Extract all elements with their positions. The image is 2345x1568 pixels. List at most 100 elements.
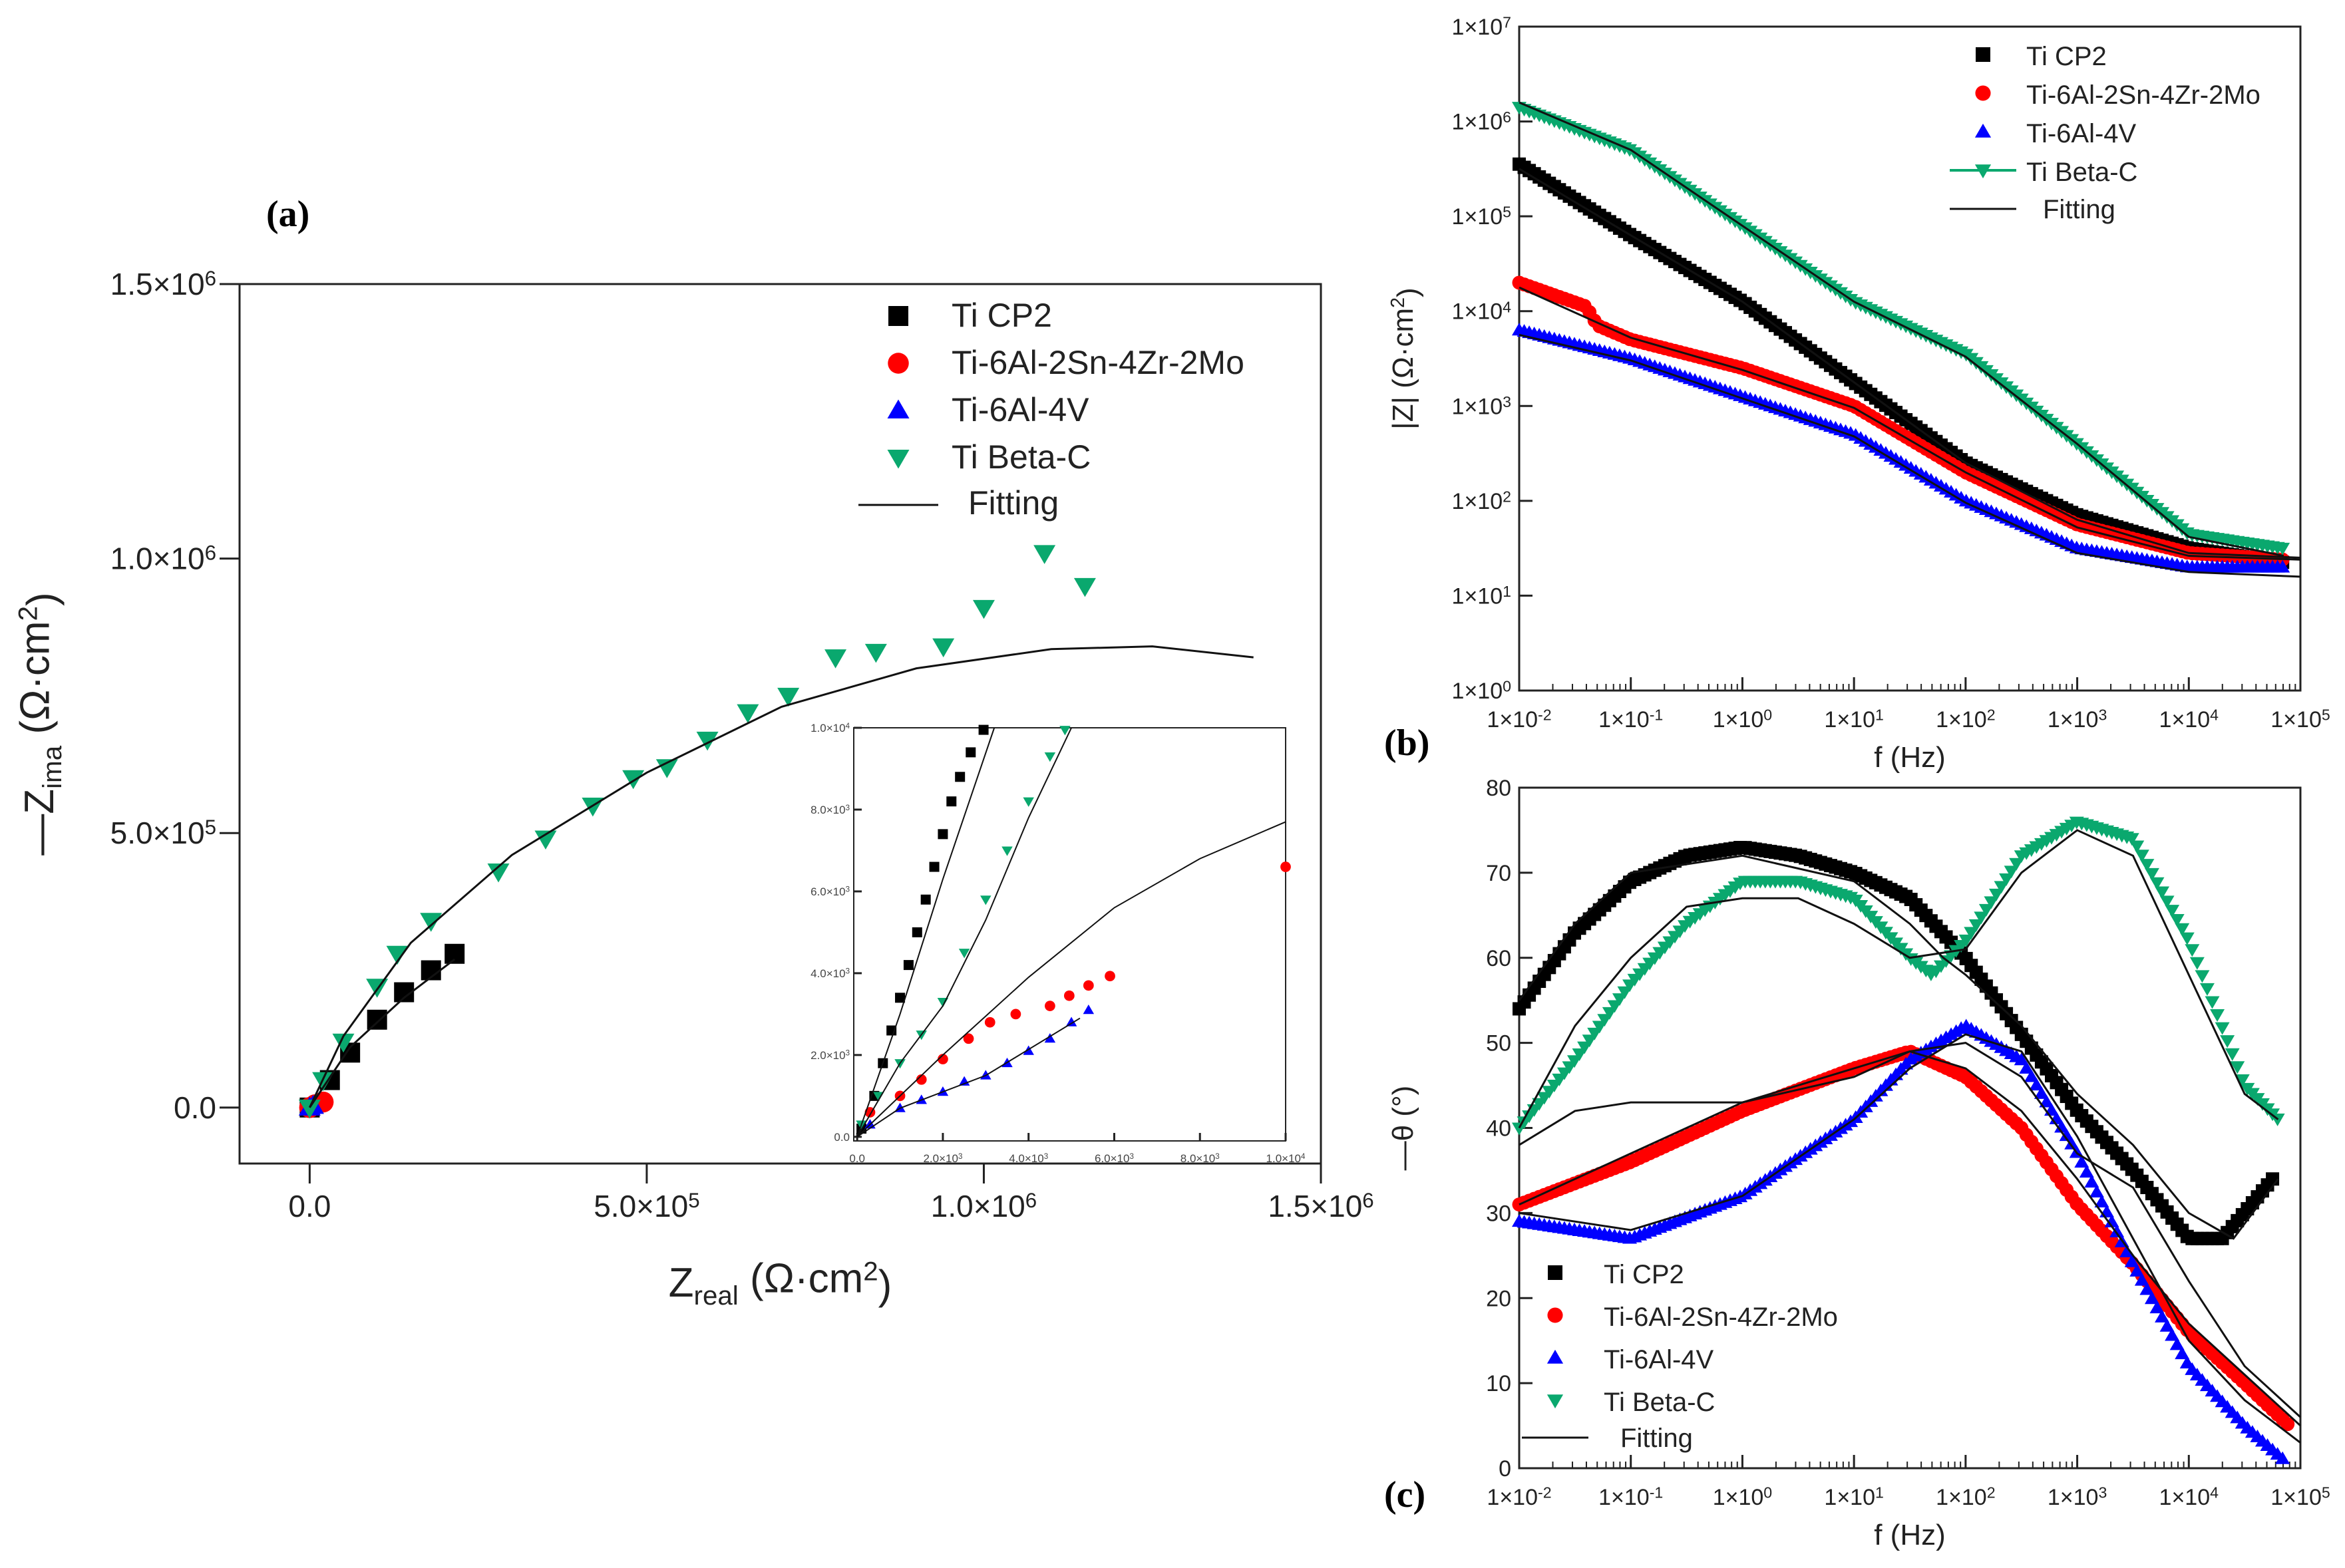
- y-tick-label: 20: [1486, 1286, 1511, 1311]
- tick-mantissa: 6.0×10: [1095, 1152, 1129, 1165]
- tick-mantissa: 0.0: [849, 1152, 865, 1165]
- tick-exponent: 4: [2210, 706, 2219, 724]
- x-tick-label: 1×100: [1713, 1484, 1772, 1510]
- circle-marker: [888, 353, 909, 374]
- axis-title-sup: 2: [13, 606, 43, 621]
- x-tick-label: 0.0: [849, 1152, 865, 1165]
- triangle-down-marker: [696, 731, 719, 751]
- axis-title-end: ): [878, 1262, 892, 1308]
- fitting-line: [309, 645, 1254, 1108]
- x-tick-label: 1×101: [1824, 706, 1883, 732]
- triangle-up-marker: [2275, 559, 2290, 573]
- tick-exponent: 4: [1301, 1153, 1306, 1161]
- y-axis-title: —θ (°): [1387, 1086, 1419, 1171]
- tick-exponent: 3: [1503, 393, 1511, 410]
- y-tick-label: 60: [1486, 946, 1511, 971]
- square-marker: [888, 306, 908, 326]
- triangle-down-marker: [1994, 881, 2009, 894]
- tick-mantissa: 2.0×10: [811, 1049, 845, 1062]
- triangle-up-marker: [2104, 1214, 2119, 1227]
- triangle-up-marker: [2139, 1282, 2155, 1295]
- tick-mantissa: 1×10: [1452, 679, 1503, 704]
- square-marker: [903, 960, 914, 971]
- axis-title-unit: (Ω·cm: [739, 1255, 864, 1301]
- tick-mantissa: 4.0×10: [1009, 1152, 1043, 1165]
- legend-label: Ti CP2: [1604, 1260, 1684, 1289]
- y-tick-label: 1×104: [1452, 298, 1512, 324]
- tick-mantissa: 1×10: [1824, 1485, 1875, 1510]
- triangle-down-marker: [2004, 865, 2019, 879]
- triangle-down-marker: [2210, 1009, 2225, 1022]
- y-tick-label: 6.0×103: [811, 885, 850, 898]
- series-ti-beta-c: [298, 545, 1096, 1119]
- y-tick-label: 50: [1486, 1031, 1511, 1056]
- y-axis-title: |Z| (Ω·cm2): [1387, 287, 1424, 429]
- y-tick-label: 1×101: [1452, 583, 1511, 609]
- tick-exponent: 3: [2098, 1484, 2107, 1501]
- square-marker: [920, 894, 931, 905]
- y-tick-label: 1×103: [1452, 393, 1511, 419]
- fitting-line: [1519, 168, 2301, 559]
- x-axis-title: f (Hz): [1874, 741, 1946, 774]
- tick-exponent: 6: [1503, 108, 1511, 126]
- tick-mantissa: 8.0×10: [1180, 1152, 1215, 1165]
- triangle-down-marker: [2175, 923, 2190, 936]
- tick-mantissa: 40: [1486, 1116, 1511, 1142]
- x-tick-label: 1.0×106: [931, 1189, 1037, 1223]
- y-tick-label: 1×106: [1452, 108, 1511, 134]
- tick-exponent: 3: [846, 968, 850, 976]
- y-tick-label: 1.0×104: [811, 722, 850, 734]
- tick-mantissa: 10: [1486, 1371, 1511, 1396]
- triangle-down-marker: [2009, 858, 2024, 871]
- triangle-down-marker: [487, 863, 510, 883]
- series-ti-cp2: [1513, 841, 2280, 1245]
- x-tick-label: 1×101: [1824, 1484, 1883, 1510]
- tick-exponent: 0: [1763, 706, 1772, 724]
- triangle-down-marker: [2134, 850, 2149, 863]
- tick-exponent: 7: [1503, 14, 1511, 31]
- square-marker: [445, 943, 465, 964]
- triangle-down-marker: [2205, 996, 2220, 1009]
- tick-mantissa: 60: [1486, 946, 1511, 971]
- triangle-up-marker: [2169, 1337, 2185, 1350]
- square-marker: [929, 862, 940, 872]
- x-tick-label: 1×10-1: [1598, 706, 1663, 732]
- tick-exponent: 6: [205, 267, 216, 290]
- fitting-line: [1519, 333, 2301, 578]
- triangle-up-marker: [2014, 1052, 2029, 1066]
- circle-marker: [1083, 980, 1094, 991]
- tick-mantissa: 1×10: [2048, 707, 2099, 732]
- tick-mantissa: 1×10: [1452, 204, 1503, 230]
- fitting-line: [1519, 1050, 2302, 1427]
- triangle-down-marker: [1546, 1394, 1564, 1409]
- axis-title-sup: 2: [863, 1256, 878, 1286]
- triangle-down-marker: [298, 1099, 321, 1119]
- tick-mantissa: 1×10: [1487, 1485, 1538, 1510]
- tick-mantissa: 1×10: [1598, 1485, 1650, 1510]
- y-tick-label: 0.0: [834, 1131, 850, 1144]
- triangle-down-marker: [2124, 833, 2139, 846]
- triangle-down-marker: [622, 770, 645, 790]
- tick-mantissa: 1×10: [1452, 110, 1503, 135]
- tick-exponent: 5: [688, 1189, 699, 1212]
- tick-mantissa: 8.0×10: [811, 804, 845, 816]
- tick-mantissa: 20: [1486, 1286, 1511, 1311]
- x-tick-label: 1×105: [2270, 1484, 2330, 1510]
- tick-exponent: 5: [205, 816, 216, 839]
- triangle-down-marker: [2189, 957, 2205, 970]
- tick-mantissa: 1×10: [1452, 299, 1503, 325]
- triangle-down-marker: [332, 1033, 355, 1053]
- x-tick-label: 5.0×105: [594, 1189, 699, 1223]
- axis-title-main: —Z: [17, 789, 63, 856]
- triangle-down-marker: [972, 599, 995, 619]
- x-tick-label: 1×103: [2048, 706, 2107, 732]
- tick-mantissa: 1×10: [2159, 1485, 2211, 1510]
- tick-mantissa: 70: [1486, 861, 1511, 886]
- y-tick-label: 1.5×106: [110, 267, 216, 301]
- triangle-down-marker: [2215, 1022, 2230, 1035]
- tick-exponent: 3: [1044, 1153, 1048, 1161]
- axis-title-main: f (Hz): [1874, 741, 1946, 774]
- triangle-up-marker: [887, 399, 910, 418]
- triangle-down-marker: [824, 649, 847, 669]
